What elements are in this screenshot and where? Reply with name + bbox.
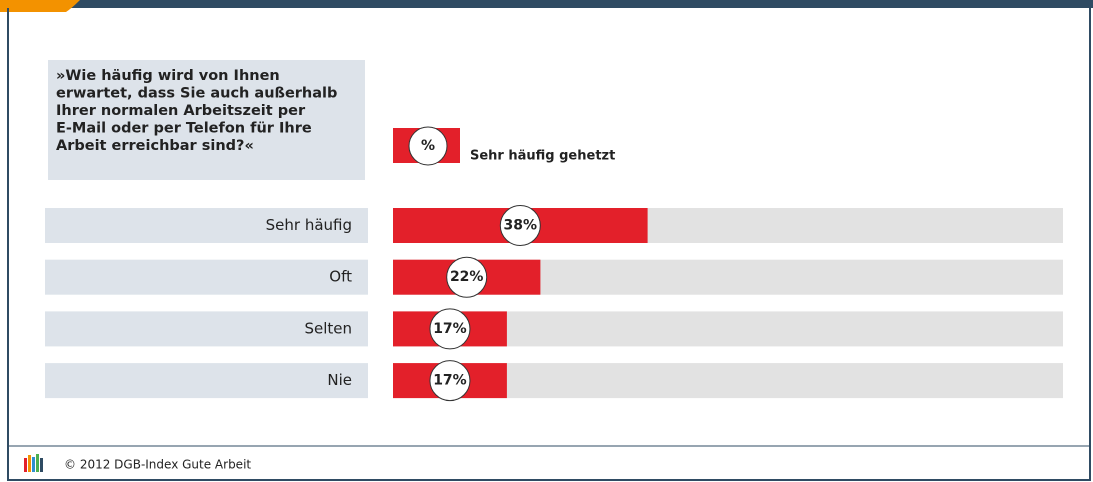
category-label: Oft	[329, 268, 352, 286]
category-box	[45, 208, 368, 243]
header-tab	[0, 0, 80, 12]
value-circle	[499, 205, 541, 246]
frame	[7, 8, 1091, 481]
question-line: E-Mail oder per Telefon für Ihre	[56, 121, 312, 137]
legend-symbol: %	[421, 138, 435, 154]
question-line: erwartet, dass Sie auch außerhalb	[56, 86, 337, 102]
legend-circle	[408, 126, 448, 166]
category-box	[45, 259, 368, 295]
value-circle	[429, 360, 471, 402]
question-box	[48, 60, 365, 180]
value-circle	[446, 256, 488, 298]
category-label: Sehr häufig	[266, 216, 352, 234]
category-box	[45, 363, 368, 399]
header-bar	[0, 0, 1093, 8]
value-label: 22%	[450, 269, 484, 285]
value-circle	[429, 308, 471, 350]
category-label: Nie	[327, 371, 352, 389]
value-label: 17%	[433, 321, 467, 337]
question-line: »Wie häufig wird von Ihnen	[56, 68, 280, 84]
question-line: Arbeit erreichbar sind?«	[56, 138, 254, 154]
category-label: Selten	[304, 319, 352, 337]
legend-label: Sehr häufig gehetzt	[470, 149, 615, 164]
value-label: 38%	[504, 218, 538, 234]
value-label: 17%	[433, 373, 467, 389]
footer-icon	[24, 454, 43, 472]
category-box	[45, 311, 368, 347]
footer-text: © 2012 DGB-Index Gute Arbeit	[64, 458, 251, 472]
question-line: Ihrer normalen Arbeitszeit per	[56, 103, 306, 119]
